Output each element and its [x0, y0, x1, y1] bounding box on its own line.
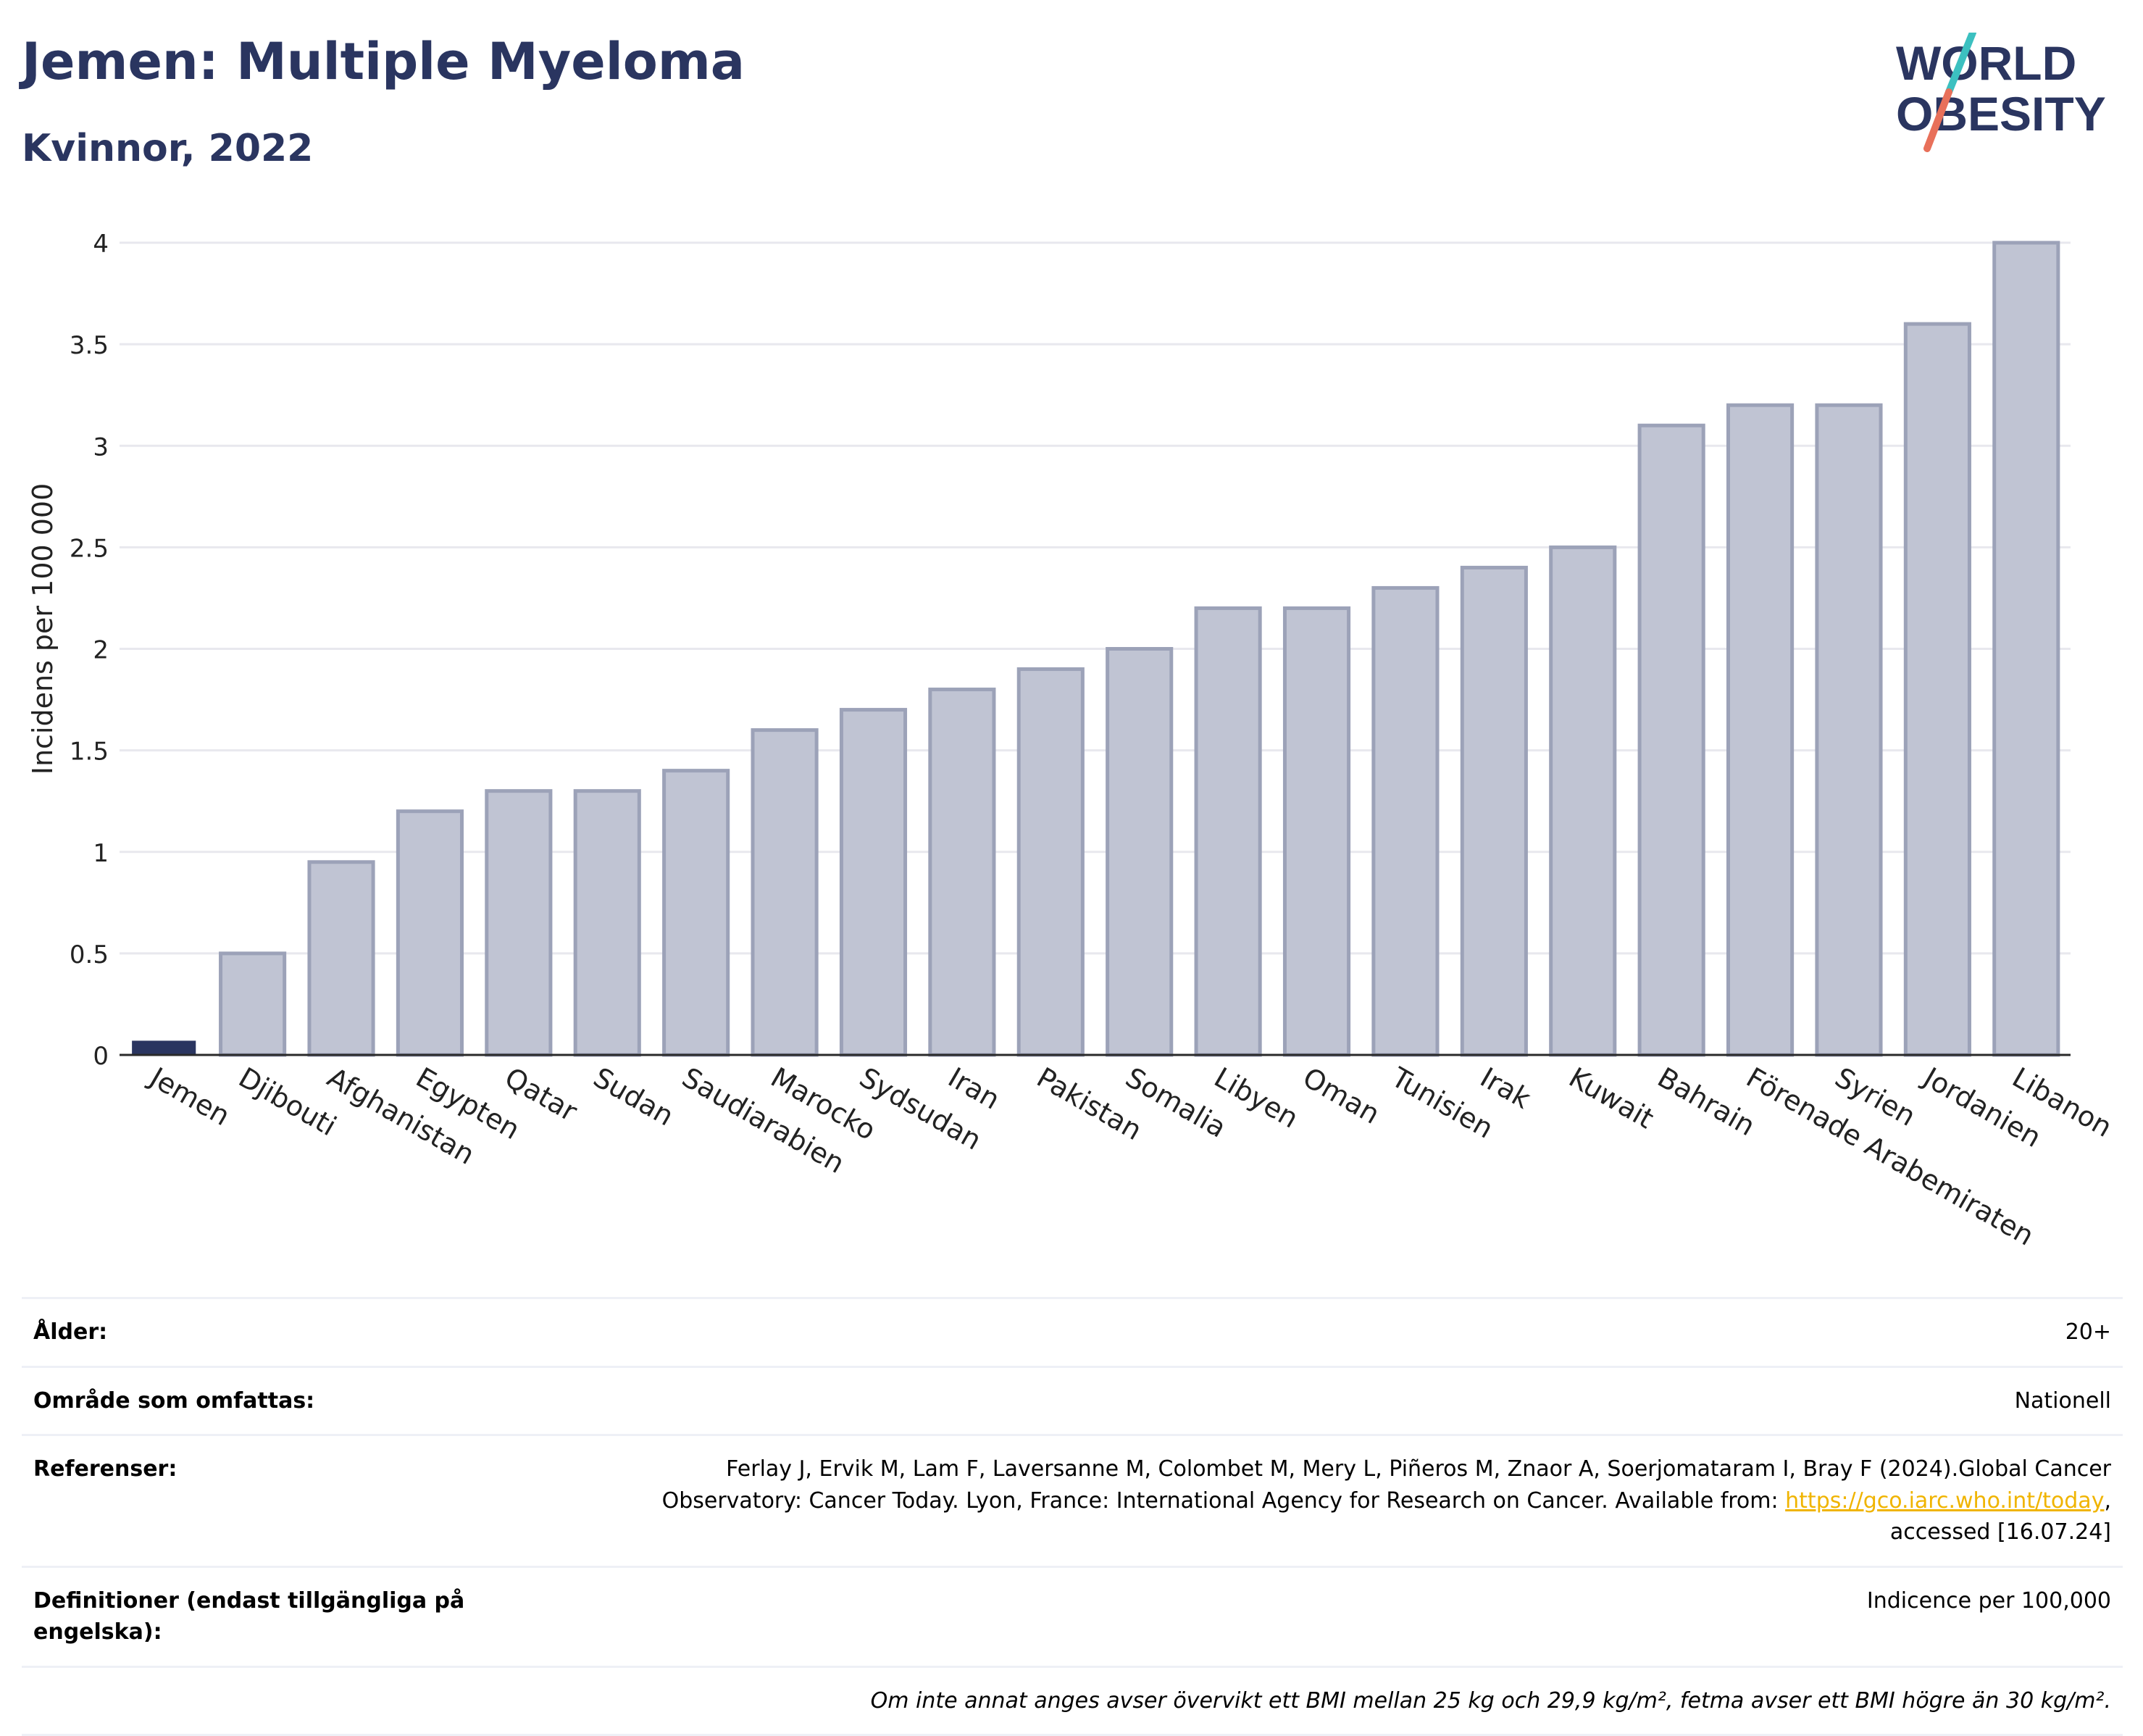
bar-marocko[interactable] — [753, 730, 816, 1055]
y-tick-label: 4 — [93, 230, 109, 259]
bar-libanon[interactable] — [1994, 243, 2058, 1055]
info-row-age: Ålder: 20+ — [22, 1297, 2123, 1366]
area-value: Nationell — [497, 1385, 2111, 1417]
y-tick-label: 3 — [93, 433, 109, 462]
bar-afghanistan[interactable] — [309, 862, 373, 1055]
definitions-value: Indicence per 100,000 — [497, 1585, 2111, 1648]
info-table: Ålder: 20+ Område som omfattas: Nationel… — [22, 1297, 2123, 1736]
x-tick-label: Kuwait — [1563, 1061, 1659, 1135]
bar-iran[interactable] — [930, 690, 994, 1055]
bar-libyen[interactable] — [1196, 608, 1260, 1055]
bar-förenade-arabemiraten[interactable] — [1729, 405, 1792, 1055]
info-row-note: Om inte annat anges avser övervikt ett B… — [22, 1666, 2123, 1736]
bar-irak[interactable] — [1462, 567, 1526, 1055]
reference-text-2: Observatory: Cancer Today. Lyon, France:… — [662, 1488, 1786, 1514]
x-tick-label: Bahrain — [1653, 1061, 1760, 1143]
bar-syrien[interactable] — [1817, 405, 1881, 1055]
bar-sydsudan[interactable] — [841, 710, 905, 1055]
bar-tunisien[interactable] — [1374, 588, 1437, 1055]
x-tick-label: Oman — [1298, 1061, 1385, 1130]
x-tick-label: Sudan — [588, 1061, 680, 1132]
x-tick-label: Tunisien — [1386, 1061, 1499, 1145]
y-tick-label: 1.5 — [70, 738, 109, 767]
reference-link[interactable]: https://gco.iarc.who.int/today — [1785, 1488, 2104, 1514]
reference-text-1: Ferlay J, Ervik M, Lam F, Laversanne M, … — [726, 1456, 2111, 1482]
reference-text-3: , — [2104, 1488, 2111, 1514]
bar-qatar[interactable] — [487, 791, 551, 1055]
x-tick-label: Djibouti — [233, 1061, 342, 1143]
info-row-references: Referenser: Ferlay J, Ervik M, Lam F, La… — [22, 1434, 2123, 1566]
bar-saudiarabien[interactable] — [664, 771, 728, 1055]
bar-sudan[interactable] — [575, 791, 639, 1055]
y-tick-label: 0.5 — [70, 940, 109, 969]
bar-somalia[interactable] — [1108, 649, 1171, 1056]
y-tick-label: 2.5 — [70, 534, 109, 563]
x-tick-label: Irak — [1475, 1061, 1536, 1115]
bar-pakistan[interactable] — [1019, 669, 1082, 1055]
references-label: Referenser: — [33, 1453, 497, 1548]
bar-jordanien[interactable] — [1905, 324, 1969, 1055]
info-row-definitions: Definitioner (endast tillgängliga på eng… — [22, 1566, 2123, 1666]
x-tick-label: Iran — [943, 1061, 1005, 1116]
y-axis-title: Incidens per 100 000 — [27, 483, 59, 775]
definitions-label: Definitioner (endast tillgängliga på eng… — [33, 1585, 497, 1648]
y-tick-label: 1 — [93, 839, 109, 868]
bmi-note: Om inte annat anges avser övervikt ett B… — [33, 1685, 2111, 1717]
references-value: Ferlay J, Ervik M, Lam F, Laversanne M, … — [497, 1453, 2111, 1548]
bar-kuwait[interactable] — [1551, 547, 1615, 1055]
bar-oman[interactable] — [1284, 608, 1348, 1055]
info-row-area: Område som omfattas: Nationell — [22, 1366, 2123, 1435]
bar-bahrain[interactable] — [1639, 425, 1703, 1055]
area-label: Område som omfattas: — [33, 1385, 497, 1417]
x-tick-label: Jemen — [143, 1061, 235, 1132]
bar-egypten[interactable] — [398, 811, 461, 1055]
y-tick-labels: 0 0.5 1 1.5 2 2.5 3 3.5 4 — [70, 230, 109, 1071]
y-tick-label: 3.5 — [70, 331, 109, 360]
age-label: Ålder: — [33, 1316, 497, 1348]
reference-text-4: accessed [16.07.24] — [1890, 1519, 2111, 1545]
y-tick-label: 2 — [93, 636, 109, 665]
age-value: 20+ — [497, 1316, 2111, 1348]
y-tick-label: 0 — [93, 1042, 109, 1071]
bar-jemen[interactable] — [132, 1040, 196, 1055]
bar-djibouti[interactable] — [221, 953, 285, 1055]
